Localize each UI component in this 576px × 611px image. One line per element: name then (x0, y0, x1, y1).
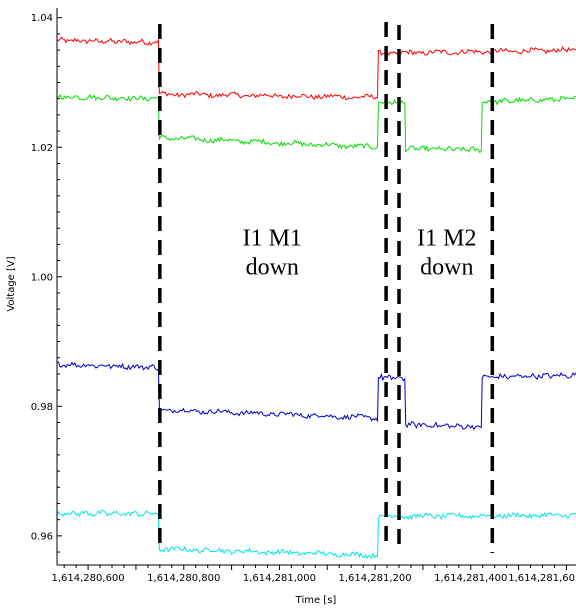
annotation-label-1: down (246, 255, 299, 281)
x-tick-label: 1,614,281,000 (243, 573, 316, 584)
x-tick-label: 1,614,281,400 (434, 573, 507, 584)
annotation-label-1: I1 M1 (243, 226, 302, 252)
annotation-label-2: I1 M2 (417, 226, 476, 252)
y-tick-label: 1.02 (31, 143, 53, 154)
y-tick-label: 0.98 (31, 402, 53, 413)
x-tick-label: 1,614,281,60 (508, 573, 575, 584)
voltage-trace-1 (56, 36, 576, 101)
voltage-trace-3 (56, 361, 576, 431)
y-axis-label: Voltage [V] (6, 256, 17, 311)
voltage-trace-2 (56, 93, 576, 154)
y-tick-label: 1.00 (31, 272, 53, 283)
x-axis-label: Time [s] (295, 595, 337, 606)
x-tick-label: 1,614,280,600 (52, 573, 125, 584)
annotation-label-2: down (420, 255, 473, 281)
x-tick-label: 1,614,280,800 (147, 573, 220, 584)
voltage-trace-4 (56, 509, 576, 560)
x-tick-label: 1,614,281,200 (339, 573, 412, 584)
y-tick-label: 1.04 (31, 13, 53, 24)
y-tick-label: 0.96 (31, 531, 53, 542)
